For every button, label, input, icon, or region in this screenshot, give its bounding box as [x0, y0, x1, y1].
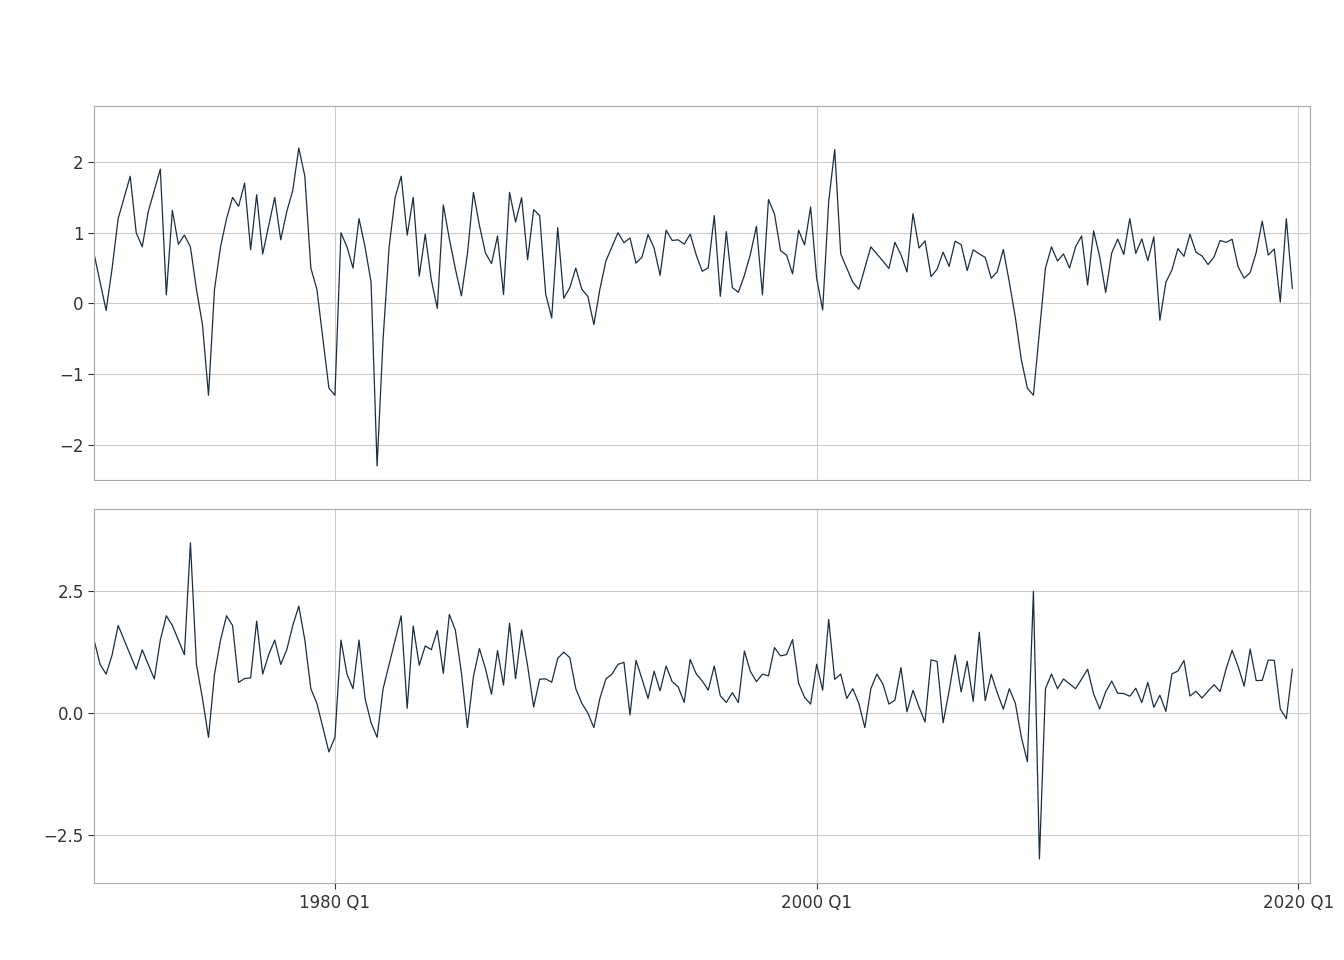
Text: Consumption: Consumption — [642, 80, 762, 98]
Text: Income: Income — [669, 483, 735, 501]
